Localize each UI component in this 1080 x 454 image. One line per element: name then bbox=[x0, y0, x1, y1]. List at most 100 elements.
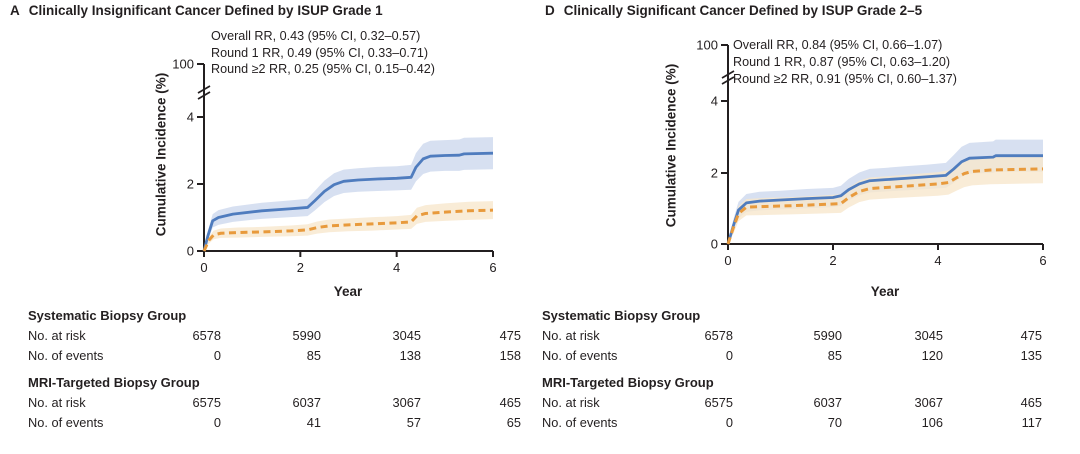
cumulative-incidence-chart-d: 100 4 2 00 2 4 6 bbox=[696, 38, 1046, 269]
risk-table-d: Systematic Biopsy Group No. at risk 6578 59… bbox=[542, 306, 1042, 433]
x-tick-label: 0 bbox=[724, 253, 731, 268]
risk-table-group-header: Systematic Biopsy Group bbox=[28, 308, 187, 323]
rr-annotation-line: Round ≥2 RR, 0.91 (95% CI, 0.60–1.37) bbox=[733, 72, 957, 86]
panel-a-title: A Clinically Insignificant Cancer Define… bbox=[10, 3, 383, 18]
risk-table-value: 0 bbox=[213, 415, 221, 430]
risk-table-value: 6037 bbox=[292, 395, 321, 410]
axis-break-slash bbox=[197, 85, 211, 94]
risk-table-value: 5990 bbox=[292, 328, 321, 343]
risk-table-value: 138 bbox=[399, 348, 421, 363]
axes bbox=[197, 63, 494, 257]
risk-table-value: 0 bbox=[725, 415, 733, 430]
risk-table-group-header: Systematic Biopsy Group bbox=[542, 308, 701, 323]
risk-table-value: 70 bbox=[827, 415, 842, 430]
y-tick-label: 2 bbox=[711, 166, 718, 181]
panel-d: D Clinically Significant Cancer Defined … bbox=[540, 0, 1080, 454]
risk-table-value: 41 bbox=[306, 415, 321, 430]
risk-table-group-header: MRI-Targeted Biopsy Group bbox=[28, 375, 200, 390]
risk-table-row-label: No. at risk bbox=[28, 328, 86, 343]
y-tick-label: 100 bbox=[696, 38, 718, 53]
risk-table-value: 5990 bbox=[813, 328, 842, 343]
axes bbox=[721, 44, 1044, 250]
risk-table-row: No. of events 0 85 120 135 bbox=[542, 346, 1042, 366]
panel-a: A Clinically Insignificant Cancer Define… bbox=[10, 3, 521, 433]
x-tick-label: 6 bbox=[489, 260, 496, 275]
x-axis-label: Year bbox=[870, 284, 900, 299]
panel-letter: A bbox=[10, 3, 20, 18]
risk-table-value: 85 bbox=[306, 348, 321, 363]
risk-table-value: 6578 bbox=[192, 328, 221, 343]
risk-table-a: Systematic Biopsy Group No. at risk 6578 59… bbox=[28, 306, 521, 433]
risk-table-value: 117 bbox=[1021, 415, 1042, 430]
y-tick-label: 0 bbox=[711, 237, 718, 252]
risk-table-value: 475 bbox=[499, 328, 521, 343]
rr-annotation-line: Overall RR, 0.84 (95% CI, 0.66–1.07) bbox=[733, 38, 943, 52]
mri-curve bbox=[202, 208, 494, 252]
rr-annotation-line: Round 1 RR, 0.87 (95% CI, 0.63–1.20) bbox=[733, 55, 951, 69]
risk-table-row-label: No. at risk bbox=[542, 328, 600, 343]
risk-table-value: 475 bbox=[1020, 328, 1042, 343]
y-tick-label: 100 bbox=[172, 57, 194, 72]
axis-break-slash bbox=[197, 91, 211, 100]
risk-table-group-header: MRI-Targeted Biopsy Group bbox=[542, 375, 714, 390]
rr-annotations: Overall RR, 0.43 (95% CI, 0.32–0.57) Rou… bbox=[211, 28, 435, 78]
risk-table-value: 158 bbox=[499, 348, 521, 363]
panel-title-text: Clinically Significant Cancer Defined by… bbox=[563, 3, 923, 18]
risk-table-value: 465 bbox=[499, 395, 521, 410]
panel-d-title: D Clinically Significant Cancer Defined … bbox=[545, 3, 922, 18]
x-axis-label: Year bbox=[333, 284, 363, 299]
y-tick-label: 0 bbox=[187, 244, 194, 259]
panel-title-text: Clinically Insignificant Cancer Defined … bbox=[28, 3, 383, 18]
cumulative-incidence-chart-a: 100 4 2 00 2 4 6 bbox=[172, 57, 496, 276]
panel-letter: D bbox=[545, 3, 555, 18]
rr-annotation-line: Round ≥2 RR, 0.25 (95% CI, 0.15–0.42) bbox=[211, 62, 435, 76]
x-tick-label: 2 bbox=[297, 260, 304, 275]
risk-table-value: 57 bbox=[406, 415, 421, 430]
systematic-curve bbox=[202, 151, 494, 252]
risk-table-value: 3045 bbox=[914, 328, 943, 343]
risk-table-row-label: No. of events bbox=[542, 348, 618, 363]
risk-table-row: No. at risk 6575 6037 3067 465 bbox=[28, 393, 521, 413]
risk-table-row: No. of events 0 85 138 158 bbox=[28, 346, 521, 366]
y-tick-label: 2 bbox=[187, 177, 194, 192]
risk-table-row-label: No. at risk bbox=[542, 395, 600, 410]
risk-table-row: No. at risk 6578 5990 3045 475 bbox=[28, 326, 521, 346]
x-tick-label: 4 bbox=[934, 253, 941, 268]
x-tick-label: 2 bbox=[829, 253, 836, 268]
x-tick-label: 6 bbox=[1039, 253, 1046, 268]
rr-annotation-line: Overall RR, 0.43 (95% CI, 0.32–0.57) bbox=[211, 29, 421, 43]
risk-table-row: No. at risk 6578 5990 3045 475 bbox=[542, 326, 1042, 346]
rr-annotation-line: Round 1 RR, 0.49 (95% CI, 0.33–0.71) bbox=[211, 45, 429, 60]
risk-table-value: 85 bbox=[827, 348, 842, 363]
risk-table-row-label: No. at risk bbox=[28, 395, 86, 410]
risk-table-value: 106 bbox=[921, 415, 943, 430]
risk-table-value: 3067 bbox=[392, 395, 421, 410]
risk-table-value: 65 bbox=[506, 415, 521, 430]
y-tick-label: 4 bbox=[711, 94, 718, 109]
risk-table-row: No. of events 0 70 106 117 bbox=[542, 413, 1042, 433]
risk-table-row-label: No. of events bbox=[28, 415, 104, 430]
risk-table-value: 0 bbox=[725, 348, 733, 363]
risk-table-value: 135 bbox=[1020, 348, 1042, 363]
y-tick-label: 4 bbox=[187, 110, 194, 125]
axis-break-slash bbox=[721, 76, 735, 85]
risk-table-row-label: No. of events bbox=[542, 415, 618, 430]
risk-table-value: 6575 bbox=[704, 395, 733, 410]
risk-table-value: 6037 bbox=[813, 395, 842, 410]
axis-break-slash bbox=[721, 70, 735, 79]
risk-table-value: 3045 bbox=[392, 328, 421, 343]
mri-curve bbox=[726, 167, 1044, 245]
risk-table-value: 6578 bbox=[704, 328, 733, 343]
risk-table-row: No. at risk 6575 6037 3067 465 bbox=[542, 393, 1042, 413]
risk-table-value: 0 bbox=[213, 348, 221, 363]
risk-table-row: No. of events 0 41 57 65 bbox=[28, 413, 521, 433]
systematic-curve bbox=[726, 154, 1043, 245]
systematic-confidence-band bbox=[204, 137, 493, 251]
risk-table-row-label: No. of events bbox=[28, 348, 104, 363]
x-tick-label: 0 bbox=[200, 260, 207, 275]
mri-confidence-band bbox=[728, 154, 1043, 244]
risk-table-value: 465 bbox=[1020, 395, 1042, 410]
risk-table-value: 120 bbox=[921, 348, 943, 363]
rr-annotations: Overall RR, 0.84 (95% CI, 0.66–1.07) Rou… bbox=[733, 37, 957, 88]
